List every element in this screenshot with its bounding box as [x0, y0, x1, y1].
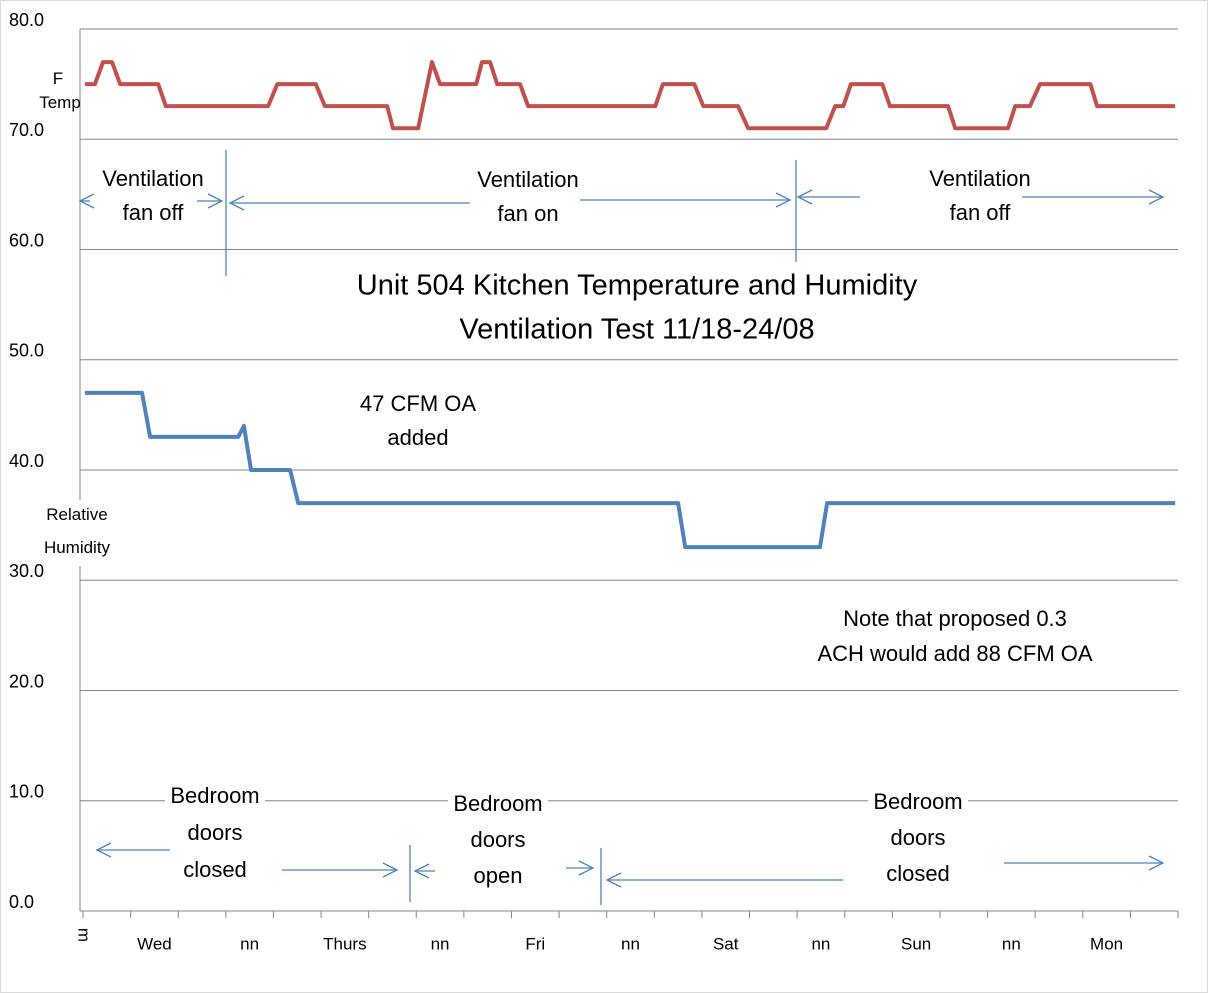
- x-tick-label: nn: [431, 934, 450, 953]
- x-tick-label: Mon: [1090, 934, 1123, 953]
- arrow-head: [775, 192, 792, 208]
- x-tick-label: Wed: [137, 934, 172, 953]
- chart-subtitle: Ventilation Test 11/18-24/08: [459, 314, 814, 346]
- series-line: [84, 390, 1176, 550]
- x-tick-label: nn: [240, 934, 259, 953]
- x-tick-label: m: [75, 928, 94, 942]
- label-background: [165, 777, 265, 894]
- x-tick-label: nn: [811, 934, 830, 953]
- annotation: doors: [470, 827, 525, 852]
- y-tick-label: 10.0: [9, 782, 44, 802]
- arrow-head: [207, 193, 224, 209]
- x-tick-label: Sat: [713, 934, 739, 953]
- annotation-arrows: [78, 150, 1165, 905]
- x-tick-label: nn: [621, 934, 640, 953]
- annotation: Bedroom: [170, 783, 259, 808]
- annotation: doors: [890, 825, 945, 850]
- annotation: Ventilation: [477, 167, 579, 192]
- annotation: closed: [183, 857, 247, 882]
- y-tick-label: 50.0: [9, 341, 44, 361]
- arrow-head: [413, 863, 430, 879]
- y-tick-label: 60.0: [9, 230, 44, 250]
- arrow-head: [1148, 189, 1165, 205]
- arrow-head: [1148, 855, 1165, 871]
- arrow-head: [605, 872, 622, 888]
- annotation: doors: [187, 820, 242, 845]
- y-tick-label: 80.0: [9, 10, 44, 30]
- y-tick-label: 0.0: [9, 892, 34, 912]
- series-line: [84, 60, 1176, 131]
- chart-title: Unit 504 Kitchen Temperature and Humidit…: [357, 270, 918, 302]
- annotation: Ventilation: [929, 166, 1031, 191]
- arrow-head: [382, 862, 399, 878]
- label-background: [448, 785, 548, 899]
- annotation: fan on: [497, 201, 558, 226]
- x-tick-label: Thurs: [323, 934, 366, 953]
- arrow-head: [578, 860, 595, 876]
- grid: [20, 28, 1179, 918]
- annotation: closed: [886, 861, 950, 886]
- annotation: Bedroom: [453, 791, 542, 816]
- annotation: Bedroom: [873, 789, 962, 814]
- x-tick-label: Fri: [525, 934, 545, 953]
- y-tick-label: 20.0: [9, 671, 44, 691]
- label-background: [20, 500, 135, 566]
- arrow-head: [78, 193, 95, 209]
- plot: [84, 60, 1176, 550]
- y-tick-label: 40.0: [9, 451, 44, 471]
- label-background: [868, 783, 968, 897]
- arrow-head: [228, 195, 245, 211]
- x-tick-label: Sun: [901, 934, 931, 953]
- annotation: 47 CFM OA: [360, 391, 476, 416]
- legend-label: Relative Humidity: [44, 505, 111, 557]
- annotation: Ventilation: [102, 166, 204, 191]
- arrow-head: [796, 189, 813, 205]
- annotation: fan off: [950, 200, 1012, 225]
- annotation: open: [474, 863, 523, 888]
- arrow-head: [95, 842, 112, 858]
- legend-label: F Temp: [39, 69, 81, 112]
- y-tick-label: 30.0: [9, 561, 44, 581]
- annotation: ACH would add 88 CFM OA: [817, 641, 1092, 666]
- x-tick-label: nn: [1002, 934, 1021, 953]
- y-tick-label: 70.0: [9, 120, 44, 140]
- annotation: fan off: [123, 200, 185, 225]
- annotation: added: [387, 425, 448, 450]
- annotation: Note that proposed 0.3: [843, 606, 1067, 631]
